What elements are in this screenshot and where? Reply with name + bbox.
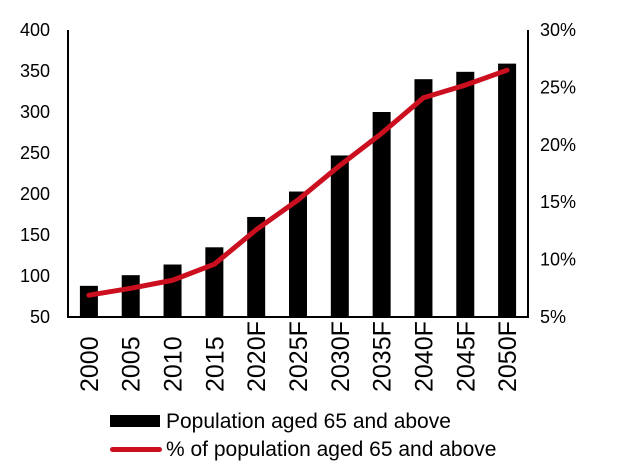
legend-label-population: Population aged 65 and above [166,409,451,433]
bar-2035F [372,112,391,317]
bar-2010 [163,264,182,317]
x-axis-label-2005: 2005 [118,336,146,392]
x-axis-label-2045F: 2045F [452,321,480,392]
legend: Population aged 65 and above % of popula… [110,409,496,461]
x-axis-label-2050F: 2050F [494,321,522,392]
left-axis-tick-250: 250 [20,143,50,163]
bar-2040F [414,79,433,317]
left-axis-tick-150: 150 [20,225,50,245]
bar-2030F [330,155,349,317]
left-axis-tick-50: 50 [30,307,50,327]
right-axis-tick-30: 30% [540,20,576,40]
bar-2045F [456,71,475,317]
bar-2020F [247,216,266,317]
x-axis-label-2030F: 2030F [327,321,355,392]
left-axis-tick-350: 350 [20,61,50,81]
right-axis-tick-25: 25% [540,77,576,97]
left-axis-tick-400: 400 [20,20,50,40]
bar-2025F [289,191,307,317]
x-axis-label-2040F: 2040F [410,321,438,392]
legend-line-swatch-icon [110,446,162,452]
x-axis-label-2020F: 2020F [243,321,271,392]
right-axis-tick-20: 20% [540,135,576,155]
bar-2005 [121,275,140,317]
left-axis-tick-200: 200 [20,184,50,204]
combo-chart: 400 350 300 250 200 150 100 50 30% 25% 20% 15% 10% 5%… [20,20,576,392]
legend-bar-swatch-icon [110,415,160,427]
left-axis-tick-300: 300 [20,102,50,122]
legend-item-population: Population aged 65 and above [110,409,496,433]
x-axis-label-2015: 2015 [201,336,229,392]
right-axis-tick-5: 5% [540,307,566,327]
x-axis-label-2025F: 2025F [285,321,313,392]
x-axis-label-2010: 2010 [160,336,188,392]
x-axis-label-2000: 2000 [76,336,104,392]
right-axis-tick-10: 10% [540,250,576,270]
left-axis-tick-100: 100 [20,266,50,286]
percentage-line-series [86,67,510,298]
x-axis-label-2035F: 2035F [369,321,397,392]
legend-item-percentage: % of population aged 65 and above [110,437,496,461]
right-axis-tick-15: 15% [540,192,576,212]
bar-2050F [498,63,517,318]
legend-label-percentage: % of population aged 65 and above [166,437,497,461]
bar-2000 [79,285,98,317]
